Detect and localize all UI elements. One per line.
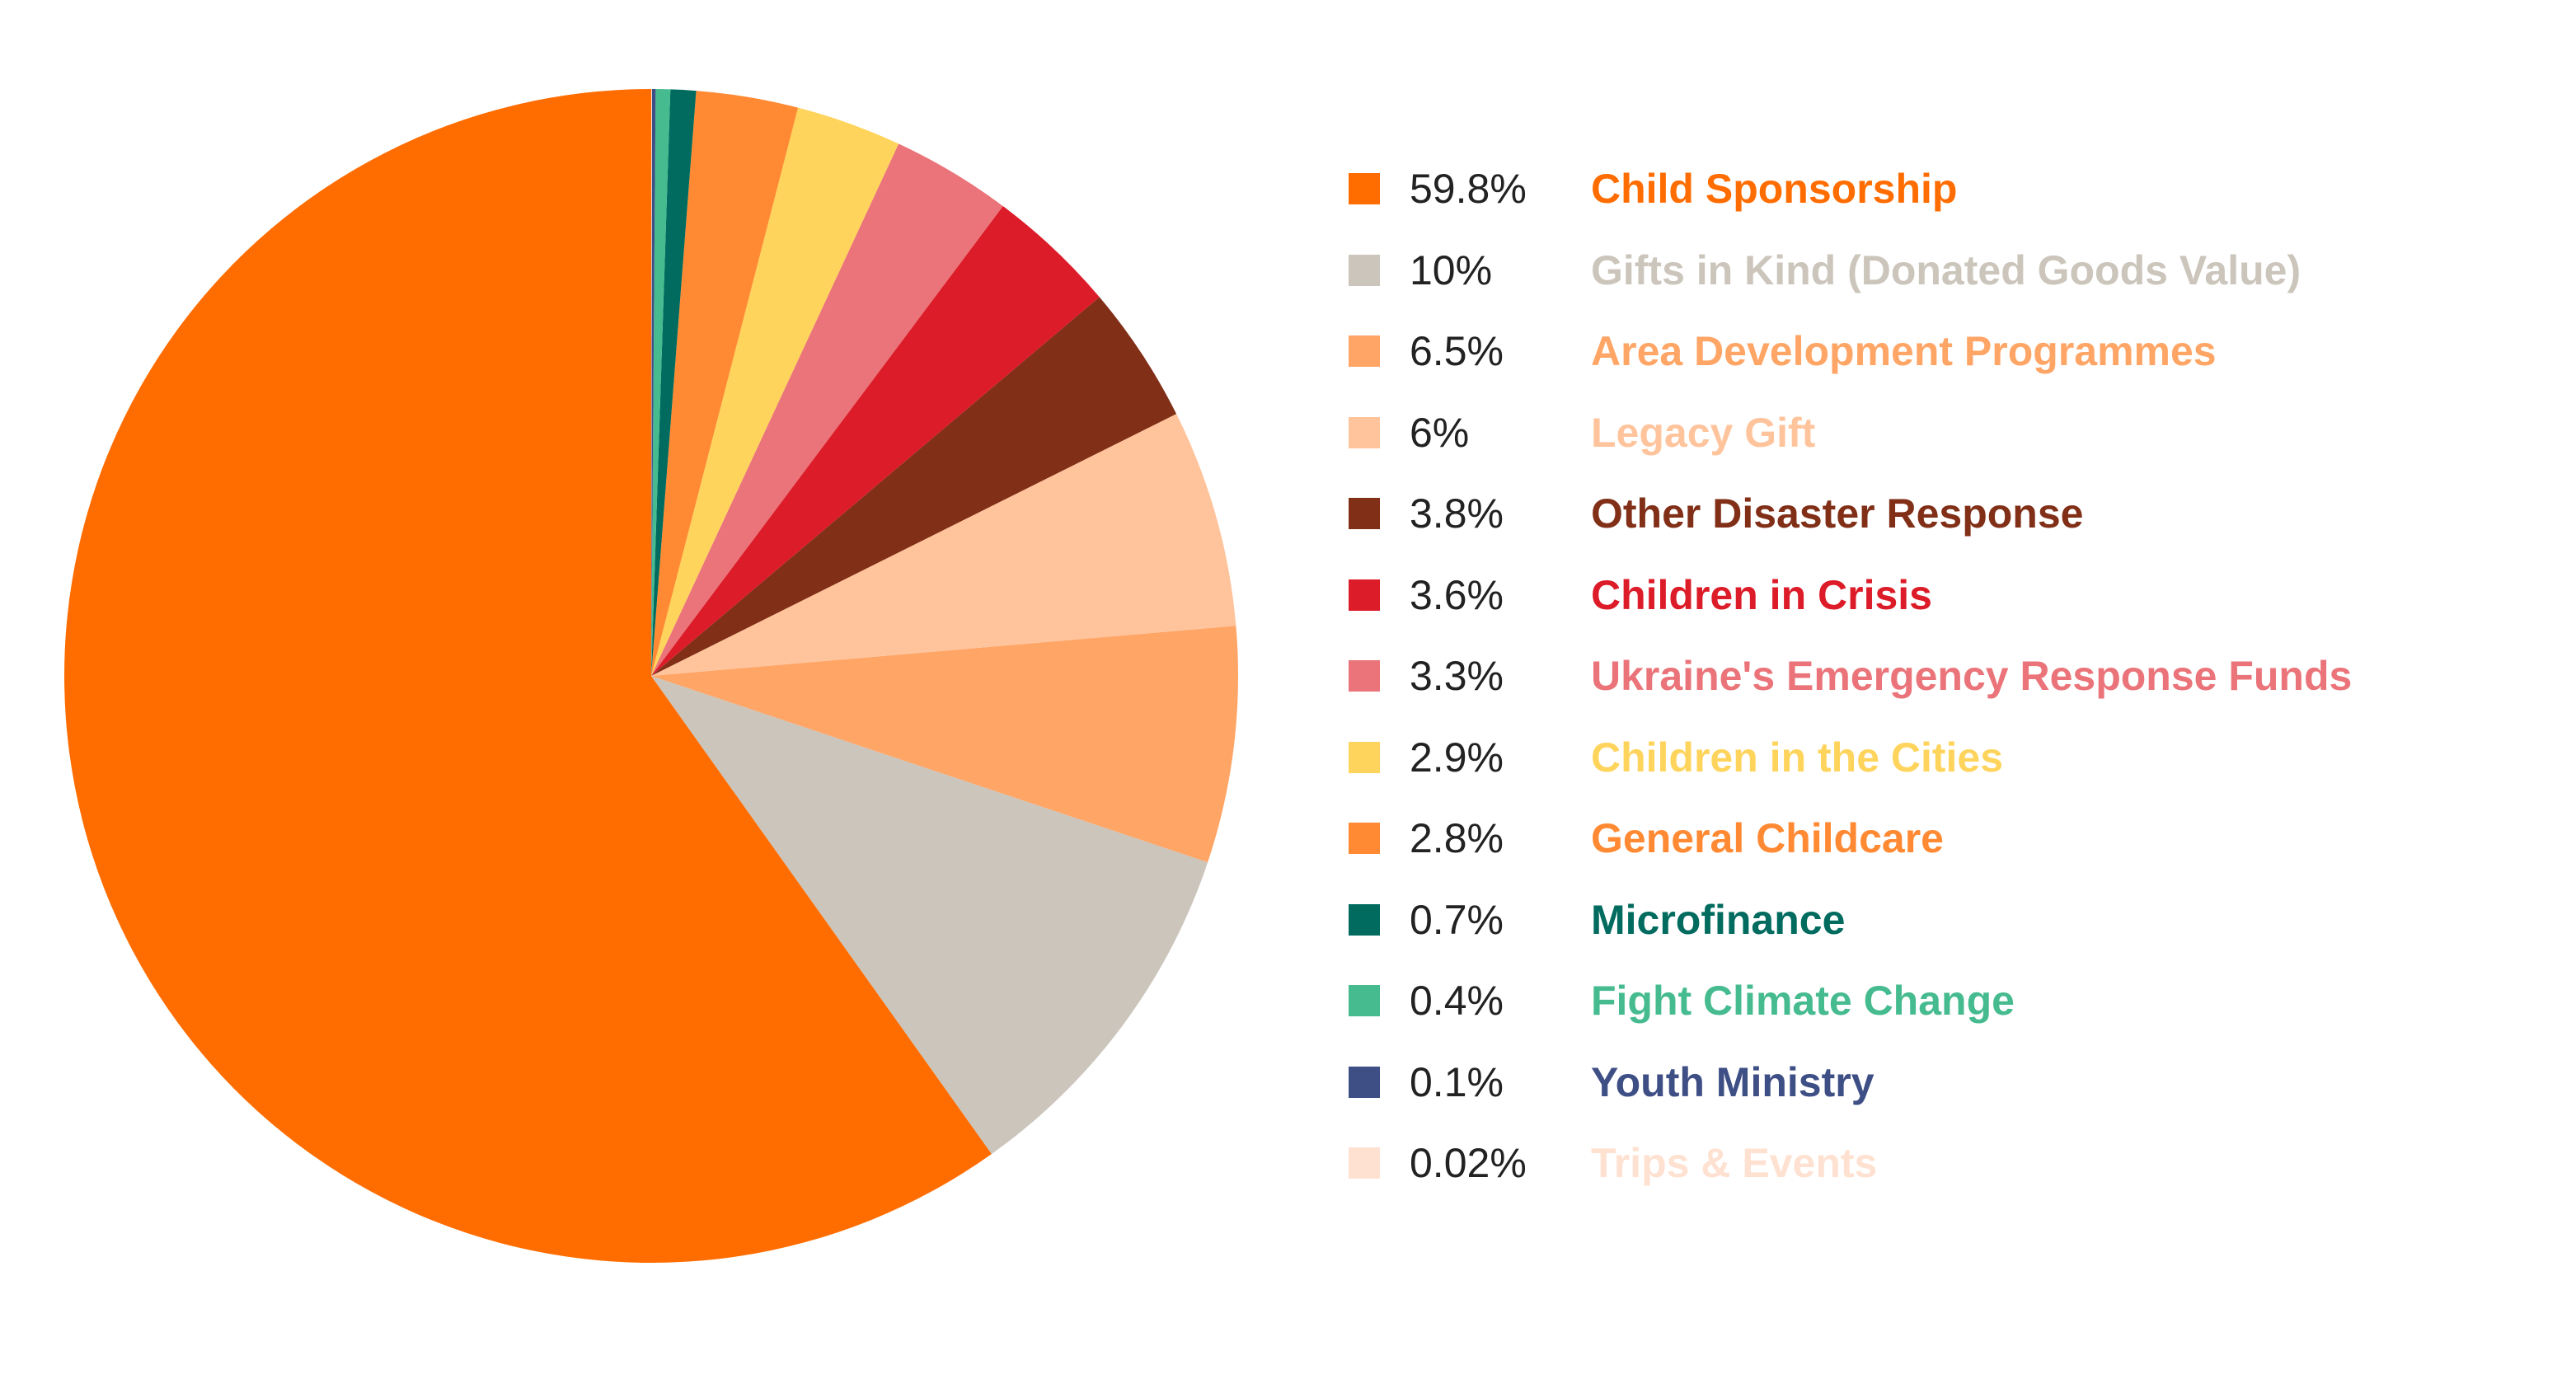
legend-percentage: 3.6% — [1410, 571, 1504, 618]
legend-swatch — [1349, 416, 1380, 448]
legend-label: Children in Crisis — [1591, 571, 1932, 618]
legend-percentage: 6.5% — [1410, 328, 1504, 375]
legend-label: Gifts in Kind (Donated Goods Value) — [1591, 246, 2302, 293]
pie-slice-general-childcare — [651, 91, 799, 676]
legend-swatch — [1349, 254, 1380, 286]
legend-item: 2.8% General Childcare — [1349, 798, 2552, 879]
legend-item: 3.6% Children in Crisis — [1349, 555, 2552, 636]
legend-percentage: 3.3% — [1410, 653, 1504, 700]
pie-slice-children-in-crisis — [651, 206, 1100, 676]
legend-swatch — [1349, 335, 1380, 368]
pie-chart — [64, 89, 1238, 1263]
legend-item: 6.5% Area Development Programmes — [1349, 311, 2552, 392]
legend-label: Children in the Cities — [1591, 734, 2004, 781]
legend-percentage: 0.4% — [1410, 978, 1504, 1025]
legend-swatch — [1349, 985, 1380, 1017]
legend-percentage: 2.8% — [1410, 815, 1504, 862]
pie-slice-youth-ministry — [651, 89, 656, 677]
legend-swatch — [1349, 1066, 1380, 1098]
legend-label: General Childcare — [1591, 815, 1944, 862]
legend-swatch — [1349, 1147, 1380, 1180]
legend-percentage: 3.8% — [1410, 490, 1504, 537]
legend-swatch — [1349, 741, 1380, 773]
legend-swatch — [1349, 579, 1380, 611]
legend-label: Youth Ministry — [1591, 1058, 1875, 1105]
pie-slice-ukraine-s-emergency-response-funds — [651, 143, 1003, 676]
legend-item: 0.4% Fight Climate Change — [1349, 960, 2552, 1042]
pie-slice-children-in-the-cities — [651, 107, 899, 677]
legend-percentage: 10% — [1410, 246, 1493, 293]
pie-slices — [64, 89, 1238, 1263]
pie-slice-gifts-in-kind-donated-goods-value — [651, 676, 1208, 1154]
legend-item: 6% Legacy Gift — [1349, 392, 2552, 474]
legend-label: Fight Climate Change — [1591, 978, 2015, 1025]
pie-slice-child-sponsorship — [64, 89, 992, 1263]
pie-slice-fight-climate-change — [651, 89, 671, 677]
legend-item: 0.02% Trips & Events — [1349, 1123, 2552, 1204]
legend-label: Microfinance — [1591, 896, 1846, 943]
legend-item: 3.8% Other Disaster Response — [1349, 473, 2552, 555]
pie-slice-microfinance — [651, 89, 697, 676]
legend-swatch — [1349, 823, 1380, 855]
legend-item: 2.9% Children in the Cities — [1349, 717, 2552, 799]
legend-item: 59.8% Child Sponsorship — [1349, 148, 2552, 230]
legend-percentage: 2.9% — [1410, 734, 1504, 781]
legend-swatch — [1349, 498, 1380, 530]
legend-swatch — [1349, 660, 1380, 692]
legend-label: Child Sponsorship — [1591, 166, 1958, 213]
legend-swatch — [1349, 173, 1380, 205]
legend-label: Trips & Events — [1591, 1140, 1878, 1187]
legend-percentage: 0.02% — [1410, 1140, 1527, 1187]
legend-item: 3.3% Ukraine's Emergency Response Funds — [1349, 636, 2552, 717]
legend-label: Other Disaster Response — [1591, 490, 2084, 537]
legend-label: Ukraine's Emergency Response Funds — [1591, 653, 2353, 700]
legend-label: Area Development Programmes — [1591, 328, 2217, 375]
legend-percentage: 6% — [1410, 409, 1470, 456]
legend-percentage: 0.1% — [1410, 1058, 1504, 1105]
legend-item: 0.1% Youth Ministry — [1349, 1042, 2552, 1123]
legend-swatch — [1349, 903, 1380, 936]
legend-percentage: 0.7% — [1410, 896, 1504, 943]
legend-percentage: 59.8% — [1410, 166, 1527, 213]
legend-item: 10% Gifts in Kind (Donated Goods Value) — [1349, 230, 2552, 312]
legend-label: Legacy Gift — [1591, 409, 1816, 456]
legend: 59.8% Child Sponsorship 10% Gifts in Kind (… — [1349, 148, 2552, 1204]
pie-slice-area-development-programmes — [651, 626, 1238, 863]
pie-slice-trips-events — [651, 89, 652, 676]
pie-slice-other-disaster-response — [651, 297, 1177, 676]
pie-slice-legacy-gift — [651, 414, 1236, 676]
legend-item: 0.7% Microfinance — [1349, 879, 2552, 961]
